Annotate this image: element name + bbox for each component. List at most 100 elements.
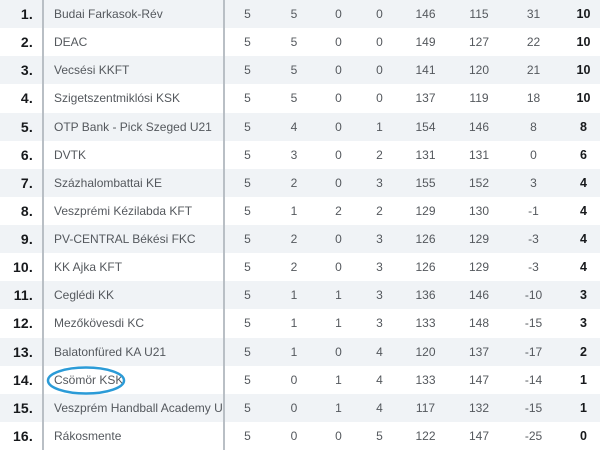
goals-against-cell: 152 — [468, 175, 490, 190]
draws-cell: 1 — [335, 372, 342, 387]
team-name: Mezőkövesdi KC — [44, 309, 225, 338]
losses-cell: 2 — [376, 203, 383, 218]
losses-cell: 3 — [376, 175, 383, 190]
team-name: Százhalombattai KE — [44, 168, 225, 197]
rank-cell: 10. — [0, 253, 44, 282]
draws-cell: 0 — [335, 175, 342, 190]
played-cell: 5 — [244, 316, 251, 331]
losses-cell: 3 — [376, 260, 383, 275]
points-cell: 3 — [580, 288, 587, 303]
goals-against-cell: 120 — [468, 63, 490, 78]
draws-cell: 0 — [335, 232, 342, 247]
diff-cell: 21 — [526, 63, 541, 78]
rank-cell: 12. — [0, 309, 44, 338]
losses-cell: 0 — [376, 63, 383, 78]
losses-cell: 3 — [376, 316, 383, 331]
table-row[interactable]: 1. Budai Farkasok-Rév 5 5 0 0 146 115 31 10 — [0, 0, 600, 29]
rank-cell: 16. — [0, 421, 44, 450]
points-cell: 4 — [580, 232, 587, 247]
diff-cell: 3 — [530, 175, 537, 190]
wins-cell: 2 — [290, 260, 298, 275]
wins-cell: 3 — [290, 147, 298, 162]
goals-for-cell: 155 — [415, 175, 436, 190]
table-row[interactable]: 16. Rákosmente 5 0 0 5 122 147 -25 0 — [0, 421, 600, 450]
diff-cell: -25 — [524, 428, 543, 443]
losses-cell: 0 — [376, 35, 383, 50]
goals-for-cell: 120 — [415, 344, 436, 359]
goals-against-cell: 137 — [468, 344, 490, 359]
table-row[interactable]: 13. Balatonfüred KA U21 5 1 0 4 120 137 -17 2 — [0, 337, 600, 366]
draws-cell: 0 — [335, 63, 342, 78]
goals-for-cell: 154 — [415, 119, 436, 134]
table-row[interactable]: 5. OTP Bank - Pick Szeged U21 5 4 0 1 154 146 8 8 — [0, 112, 600, 141]
diff-cell: -14 — [524, 372, 543, 387]
table-row[interactable]: 3. Vecsési KKFT 5 5 0 0 141 120 21 10 — [0, 56, 600, 85]
rank-cell: 14. — [0, 365, 44, 394]
diff-cell: 22 — [526, 35, 541, 50]
points-cell: 10 — [576, 7, 591, 22]
goals-for-cell: 131 — [415, 147, 436, 162]
goals-against-cell: 146 — [468, 119, 490, 134]
goals-for-cell: 149 — [415, 35, 436, 50]
played-cell: 5 — [244, 400, 251, 415]
team-name: Vecsési KKFT — [44, 56, 225, 85]
table-row[interactable]: 7. Százhalombattai KE 5 2 0 3 155 152 3 4 — [0, 168, 600, 197]
goals-against-cell: 129 — [468, 260, 490, 275]
team-name: Rákosmente — [44, 421, 225, 450]
goals-for-cell: 122 — [415, 428, 436, 443]
draws-cell: 0 — [335, 119, 342, 134]
goals-for-cell: 117 — [415, 400, 436, 415]
rank-cell: 11. — [0, 281, 44, 310]
team-name: Balatonfüred KA U21 — [44, 337, 225, 366]
draws-cell: 1 — [335, 316, 342, 331]
draws-cell: 0 — [335, 260, 342, 275]
wins-cell: 5 — [290, 7, 298, 22]
table-row[interactable]: 11. Ceglédi KK 5 1 1 3 136 146 -10 3 — [0, 281, 600, 310]
diff-cell: -3 — [528, 260, 539, 275]
goals-against-cell: 147 — [468, 428, 490, 443]
diff-cell: -17 — [524, 344, 543, 359]
played-cell: 5 — [244, 119, 251, 134]
draws-cell: 0 — [335, 344, 342, 359]
table-row[interactable]: 10. KK Ajka KFT 5 2 0 3 126 129 -3 4 — [0, 253, 600, 282]
losses-cell: 1 — [376, 119, 383, 134]
rank-cell: 3. — [0, 56, 44, 85]
losses-cell: 3 — [376, 288, 383, 303]
table-row[interactable]: 8. Veszprémi Kézilabda KFT 5 1 2 2 129 130 -1 4 — [0, 196, 600, 225]
points-cell: 3 — [580, 316, 587, 331]
table-row[interactable]: 2. DEAC 5 5 0 0 149 127 22 10 — [0, 28, 600, 57]
losses-cell: 4 — [376, 372, 383, 387]
goals-against-cell: 129 — [468, 232, 490, 247]
rank-cell: 2. — [0, 28, 44, 57]
wins-cell: 5 — [290, 63, 298, 78]
wins-cell: 1 — [290, 288, 298, 303]
losses-cell: 4 — [376, 400, 383, 415]
points-cell: 1 — [580, 400, 587, 415]
played-cell: 5 — [244, 175, 251, 190]
diff-cell: -1 — [528, 203, 539, 218]
points-cell: 4 — [580, 203, 587, 218]
table-row[interactable]: 12. Mezőkövesdi KC 5 1 1 3 133 148 -15 3 — [0, 309, 600, 338]
played-cell: 5 — [244, 344, 251, 359]
team-name: PV-CENTRAL Békési FKC — [44, 225, 225, 254]
played-cell: 5 — [244, 232, 251, 247]
diff-cell: -15 — [524, 316, 543, 331]
draws-cell: 0 — [335, 91, 342, 106]
team-name: DEAC — [44, 28, 225, 57]
team-name: DVTK — [44, 140, 225, 169]
losses-cell: 5 — [376, 428, 383, 443]
table-row[interactable]: 6. DVTK 5 3 0 2 131 131 0 6 — [0, 140, 600, 169]
rank-cell: 6. — [0, 140, 44, 169]
goals-against-cell: 119 — [469, 91, 489, 106]
table-row[interactable]: 9. PV-CENTRAL Békési FKC 5 2 0 3 126 129 -3 4 — [0, 225, 600, 254]
goals-against-cell: 147 — [468, 372, 490, 387]
points-cell: 10 — [576, 91, 591, 106]
goals-for-cell: 126 — [415, 260, 436, 275]
wins-cell: 1 — [290, 203, 298, 218]
table-row[interactable]: 14. Csömör KSK 5 0 1 4 133 147 -14 1 — [0, 365, 600, 394]
team-name: Veszprémi Kézilabda KFT — [44, 196, 225, 225]
diff-cell: -3 — [528, 232, 539, 247]
wins-cell: 0 — [290, 400, 298, 415]
table-row[interactable]: 15. Veszprém Handball Academy U21 5 0 1 4 117 1… — [0, 393, 600, 422]
table-row[interactable]: 4. Szigetszentmiklósi KSK 5 5 0 0 137 119 18 10 — [0, 84, 600, 113]
